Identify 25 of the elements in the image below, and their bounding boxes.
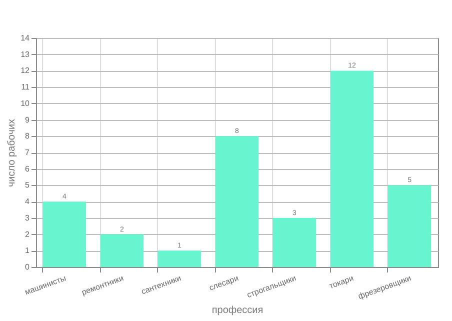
y-tick-label: 4 bbox=[25, 197, 30, 206]
y-tick-label: 8 bbox=[25, 132, 30, 141]
y-tick-label: 3 bbox=[25, 213, 30, 222]
y-tick-label: 2 bbox=[25, 230, 30, 239]
y-tick-label: 7 bbox=[25, 148, 30, 157]
y-tick-label: 5 bbox=[25, 180, 30, 190]
bar bbox=[272, 218, 316, 267]
y-tick-label: 1 bbox=[25, 246, 30, 256]
y-tick-label: 11 bbox=[21, 82, 30, 92]
y-axis-title: число рабочих bbox=[6, 118, 18, 188]
x-tick-label: токари bbox=[328, 274, 355, 291]
bar bbox=[42, 202, 86, 267]
bar bbox=[158, 250, 202, 267]
y-tick-label: 0 bbox=[25, 262, 30, 272]
y-tick-label: 13 bbox=[20, 50, 30, 59]
y-tick-label: 6 bbox=[25, 164, 30, 174]
y-tick-label: 12 bbox=[20, 66, 30, 76]
bar bbox=[100, 234, 144, 267]
y-tick-label: 14 bbox=[20, 34, 30, 42]
x-axis-title: профессия bbox=[212, 305, 264, 316]
bar bbox=[330, 70, 374, 267]
bar bbox=[388, 185, 432, 267]
y-tick-label: 10 bbox=[20, 98, 30, 108]
bar bbox=[215, 136, 259, 267]
y-tick-label: 9 bbox=[25, 115, 30, 124]
